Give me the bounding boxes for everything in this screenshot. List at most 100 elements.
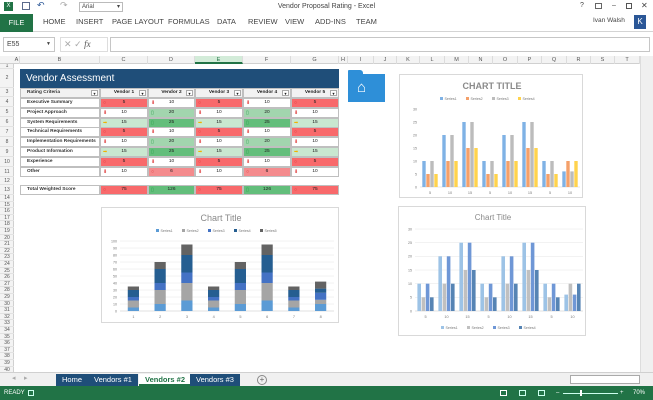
- bar-series2-5[interactable]: [234, 290, 246, 304]
- redo-icon[interactable]: ↷: [60, 0, 68, 10]
- score-cell[interactable]: ⬇ 10: [148, 156, 195, 167]
- tab-prev-icon[interactable]: ◂: [12, 375, 16, 382]
- bar-series4-6[interactable]: [534, 148, 538, 187]
- row-header[interactable]: 22: [0, 248, 14, 255]
- minimize-icon[interactable]: –: [612, 2, 616, 9]
- bar-series5-5[interactable]: [234, 262, 246, 269]
- row-header[interactable]: 13: [0, 185, 14, 195]
- score-cell[interactable]: ▯ 20: [148, 137, 195, 148]
- score-cell[interactable]: ▯ 126: [243, 185, 291, 195]
- bar-series2-8[interactable]: [568, 283, 573, 311]
- bar-series3-4[interactable]: [490, 161, 494, 187]
- tab-view[interactable]: VIEW: [285, 17, 305, 26]
- bar-series2-4[interactable]: [484, 297, 489, 311]
- bar-series3-3[interactable]: [181, 272, 193, 284]
- zoom-slider-thumb[interactable]: [580, 390, 582, 396]
- column-header-g[interactable]: G: [291, 56, 339, 64]
- row-header[interactable]: 26: [0, 274, 14, 281]
- undo-icon[interactable]: ↶: [37, 0, 45, 10]
- bar-series4-8[interactable]: [577, 283, 581, 311]
- bar-series3-4[interactable]: [488, 283, 493, 311]
- score-cell[interactable]: ⬇ 10: [148, 98, 195, 108]
- zoom-level[interactable]: 70%: [633, 390, 646, 396]
- row-header[interactable]: 30: [0, 301, 14, 308]
- bar-series5-7[interactable]: [288, 286, 300, 291]
- score-cell[interactable]: ▯ 25: [148, 147, 195, 157]
- bar-series4-8[interactable]: [574, 161, 578, 187]
- bar-series4-5[interactable]: [234, 269, 246, 283]
- add-sheet-icon[interactable]: +: [257, 375, 267, 385]
- score-cell[interactable]: ○ 5: [291, 127, 339, 138]
- bar-series3-5[interactable]: [234, 283, 246, 290]
- column-header-d[interactable]: D: [148, 56, 195, 64]
- tab-home[interactable]: HOME: [43, 17, 66, 26]
- bar-series2-4[interactable]: [486, 174, 490, 187]
- score-cell[interactable]: ⬇ 10: [243, 127, 291, 138]
- user-name[interactable]: Ivan Walsh: [593, 17, 625, 24]
- bar-series3-6[interactable]: [261, 272, 273, 284]
- normal-view-icon[interactable]: [500, 390, 507, 396]
- tab-add-ins[interactable]: ADD-INS: [315, 17, 346, 26]
- bar-series4-3[interactable]: [472, 270, 476, 311]
- row-header[interactable]: 2: [0, 69, 14, 88]
- fx-icon[interactable]: fx: [84, 39, 91, 49]
- filter-dropdown-icon[interactable]: ▾: [282, 90, 289, 96]
- filter-dropdown-icon[interactable]: ▾: [186, 90, 193, 96]
- row-header[interactable]: 37: [0, 347, 14, 354]
- bar-series3-2[interactable]: [450, 135, 454, 187]
- bar-series5-6[interactable]: [261, 244, 273, 256]
- row-header[interactable]: 3: [0, 88, 14, 97]
- score-cell[interactable]: ⬇ 10: [243, 98, 291, 108]
- bar-series1-2[interactable]: [154, 304, 166, 311]
- score-cell[interactable]: ➡ 15: [291, 117, 339, 128]
- row-header[interactable]: 23: [0, 254, 14, 261]
- score-cell[interactable]: ○ 75: [195, 185, 243, 195]
- column-header-f[interactable]: F: [243, 56, 291, 64]
- column-header-t[interactable]: T: [615, 56, 640, 64]
- bar-series2-1[interactable]: [426, 174, 430, 187]
- score-cell[interactable]: ▯ 126: [148, 185, 195, 195]
- bar-series1-3[interactable]: [459, 242, 463, 311]
- score-cell[interactable]: ⬇ 10: [195, 137, 243, 148]
- column-header-e[interactable]: E: [195, 56, 243, 64]
- column-header-q[interactable]: Q: [542, 56, 567, 64]
- row-header[interactable]: 20: [0, 235, 14, 242]
- bar-series3-5[interactable]: [510, 135, 514, 187]
- filter-dropdown-icon[interactable]: ▾: [139, 90, 146, 96]
- bar-series4-7[interactable]: [556, 297, 560, 311]
- column-header-r[interactable]: R: [567, 56, 591, 64]
- sheet-tab-home[interactable]: Home: [56, 374, 89, 386]
- bar-series4-1[interactable]: [434, 174, 438, 187]
- bar-series5-2[interactable]: [154, 262, 166, 269]
- bar-series1-4[interactable]: [482, 161, 486, 187]
- tab-page-layout[interactable]: PAGE LAYOUT: [112, 17, 164, 26]
- bar-series1-6[interactable]: [522, 122, 526, 187]
- bar-series2-4[interactable]: [208, 300, 220, 308]
- bar-series2-8[interactable]: [566, 161, 570, 187]
- row-header[interactable]: 28: [0, 287, 14, 294]
- score-cell[interactable]: ○ 6: [148, 166, 195, 177]
- score-cell[interactable]: ⬇ 10: [291, 107, 339, 118]
- score-cell[interactable]: ○ 5: [100, 127, 148, 138]
- row-header[interactable]: 38: [0, 353, 14, 360]
- zoom-out-icon[interactable]: –: [556, 390, 560, 396]
- column-header-h[interactable]: H: [339, 56, 348, 64]
- bar-series1-3[interactable]: [181, 300, 193, 312]
- bar-series3-8[interactable]: [572, 294, 577, 311]
- enter-icon[interactable]: ✓: [74, 39, 82, 49]
- score-cell[interactable]: ⬇ 10: [100, 107, 148, 118]
- bar-series3-1[interactable]: [127, 297, 139, 301]
- maximize-icon[interactable]: [626, 3, 632, 9]
- score-cell[interactable]: ⬇ 10: [291, 166, 339, 177]
- column-header-j[interactable]: J: [374, 56, 397, 64]
- tab-insert[interactable]: INSERT: [76, 17, 104, 26]
- row-header[interactable]: 19: [0, 228, 14, 235]
- score-cell[interactable]: ▯ 25: [243, 147, 291, 157]
- bar-series1-1[interactable]: [422, 161, 426, 187]
- row-header[interactable]: 17: [0, 215, 14, 222]
- row-header[interactable]: 15: [0, 202, 14, 209]
- bar-series3-6[interactable]: [530, 122, 534, 187]
- bar-series2-5[interactable]: [506, 161, 510, 187]
- bar-series3-2[interactable]: [154, 283, 166, 290]
- bar-series1-5[interactable]: [502, 135, 506, 187]
